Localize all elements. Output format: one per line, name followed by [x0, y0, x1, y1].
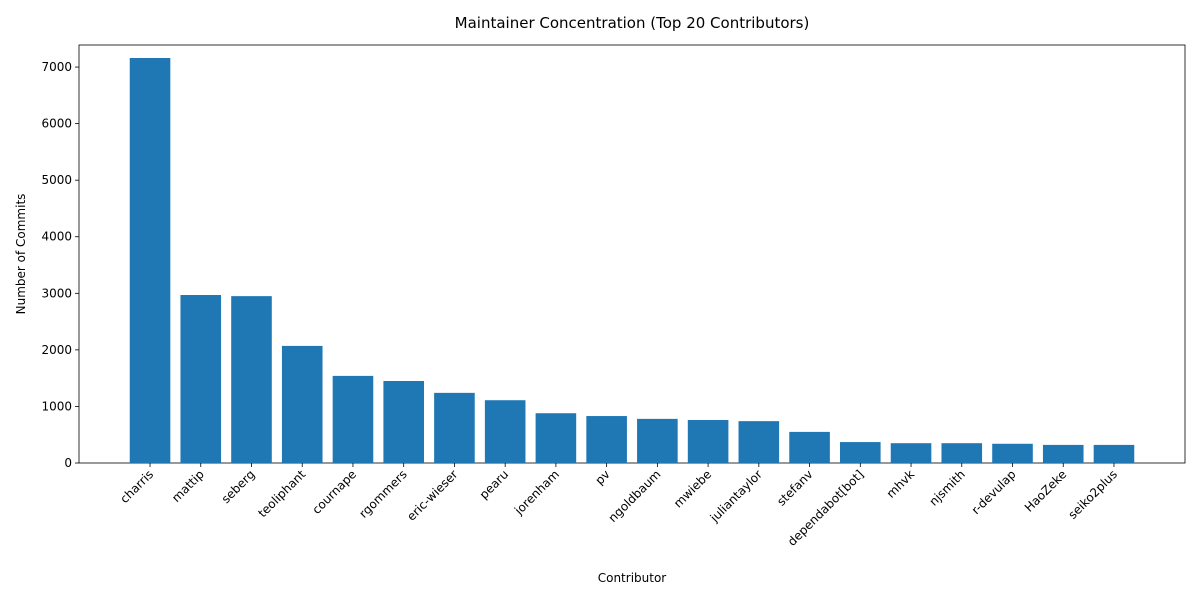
bar — [840, 442, 881, 463]
x-tick-label: stefanv — [774, 467, 815, 508]
bar — [738, 421, 780, 463]
x-tick-label: pearu — [477, 467, 512, 502]
x-tick-label: r-devulap — [969, 467, 1019, 517]
x-tick-label: seberg — [219, 467, 258, 506]
x-tick-label: HaoZeke — [1022, 467, 1070, 515]
bar — [890, 443, 932, 463]
x-tick-label: seiko2plus — [1065, 467, 1120, 522]
bar — [484, 400, 526, 463]
bar — [180, 295, 222, 463]
x-tick-label: eric-wieser — [404, 467, 460, 523]
x-tick-label: pv — [592, 467, 612, 487]
bar — [992, 443, 1033, 463]
x-tick-label: mwiebe — [671, 467, 714, 510]
bar — [129, 58, 171, 464]
bar — [281, 345, 323, 463]
bar — [586, 416, 627, 463]
y-tick-label: 3000 — [41, 286, 72, 300]
bar — [383, 380, 424, 463]
bar — [941, 443, 983, 463]
bar — [231, 296, 272, 463]
x-tick-label: jorenham — [511, 467, 562, 518]
bar — [434, 392, 475, 463]
x-tick-label: ngoldbaum — [606, 467, 664, 525]
y-tick-label: 4000 — [41, 230, 72, 244]
bar — [1093, 444, 1135, 463]
x-tick-label: mattip — [169, 467, 207, 505]
y-tick-label: 0 — [64, 456, 72, 470]
y-tick-label: 2000 — [41, 343, 72, 357]
bar — [789, 431, 830, 463]
bar — [637, 418, 678, 463]
y-tick-label: 5000 — [41, 173, 72, 187]
plot-frame — [78, 44, 1186, 464]
x-tick-label: teoliphant — [255, 467, 308, 520]
x-axis-label: Contributor — [598, 571, 667, 585]
y-tick-label: 6000 — [41, 117, 72, 131]
x-tick-label: juliantaylor — [707, 467, 765, 525]
x-tick-label: mhvk — [884, 467, 918, 501]
bar — [1042, 444, 1084, 463]
x-tick-label: cournape — [309, 467, 359, 517]
bar — [687, 420, 729, 463]
chart-title: Maintainer Concentration (Top 20 Contrib… — [455, 14, 810, 32]
y-axis-label: Number of Commits — [14, 194, 28, 315]
bar — [535, 413, 577, 463]
y-tick-label: 1000 — [41, 399, 72, 413]
y-tick-label: 7000 — [41, 60, 72, 74]
bar — [332, 375, 374, 463]
x-tick-label: njsmith — [927, 467, 968, 508]
x-tick-label: charris — [117, 467, 156, 506]
x-tick-label: rgommers — [356, 467, 409, 520]
